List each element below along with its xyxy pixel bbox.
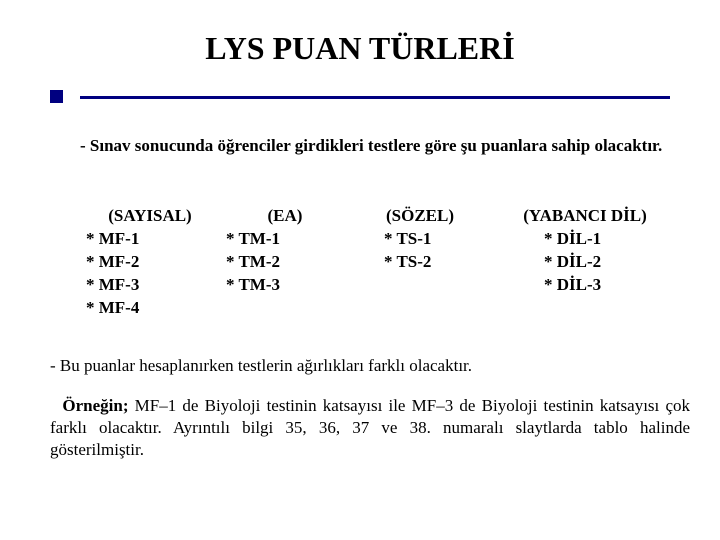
column-header: (YABANCI DİL) [490, 205, 680, 228]
column-header: (EA) [220, 205, 350, 228]
note-example-body: MF–1 de Biyoloji testinin katsayısı ile … [50, 396, 690, 459]
column-item: * DİL-2 [490, 251, 680, 274]
note-example-lead: Örneğin; [62, 396, 128, 415]
column-sayisal: (SAYISAL) * MF-1 * MF-2 * MF-3 * MF-4 [80, 205, 220, 320]
column-item: * DİL-3 [490, 274, 680, 297]
column-item: * TS-2 [350, 251, 490, 274]
column-item: * MF-2 [80, 251, 220, 274]
column-header: (SÖZEL) [350, 205, 490, 228]
bullet-square-icon [50, 90, 63, 103]
column-sozel: (SÖZEL) * TS-1 * TS-2 [350, 205, 490, 274]
column-item: * MF-4 [80, 297, 220, 320]
column-item: * TS-1 [350, 228, 490, 251]
column-item: * TM-1 [220, 228, 350, 251]
column-item: * TM-3 [220, 274, 350, 297]
note-weights: - Bu puanlar hesaplanırken testlerin ağı… [50, 355, 690, 376]
slide: LYS PUAN TÜRLERİ - Sınav sonucunda öğren… [0, 0, 720, 540]
column-item: * MF-3 [80, 274, 220, 297]
column-yabanci-dil: (YABANCI DİL) * DİL-1 * DİL-2 * DİL-3 [490, 205, 680, 297]
column-item: * DİL-1 [490, 228, 680, 251]
intro-text: - Sınav sonucunda öğrenciler girdikleri … [80, 135, 685, 156]
score-columns: (SAYISAL) * MF-1 * MF-2 * MF-3 * MF-4 (E… [80, 205, 690, 320]
slide-title: LYS PUAN TÜRLERİ [0, 30, 720, 67]
column-ea: (EA) * TM-1 * TM-2 * TM-3 [220, 205, 350, 297]
column-item: * MF-1 [80, 228, 220, 251]
column-item: * TM-2 [220, 251, 350, 274]
divider-line [80, 96, 670, 99]
note-example: Örneğin; MF–1 de Biyoloji testinin katsa… [50, 395, 690, 461]
column-header: (SAYISAL) [80, 205, 220, 228]
